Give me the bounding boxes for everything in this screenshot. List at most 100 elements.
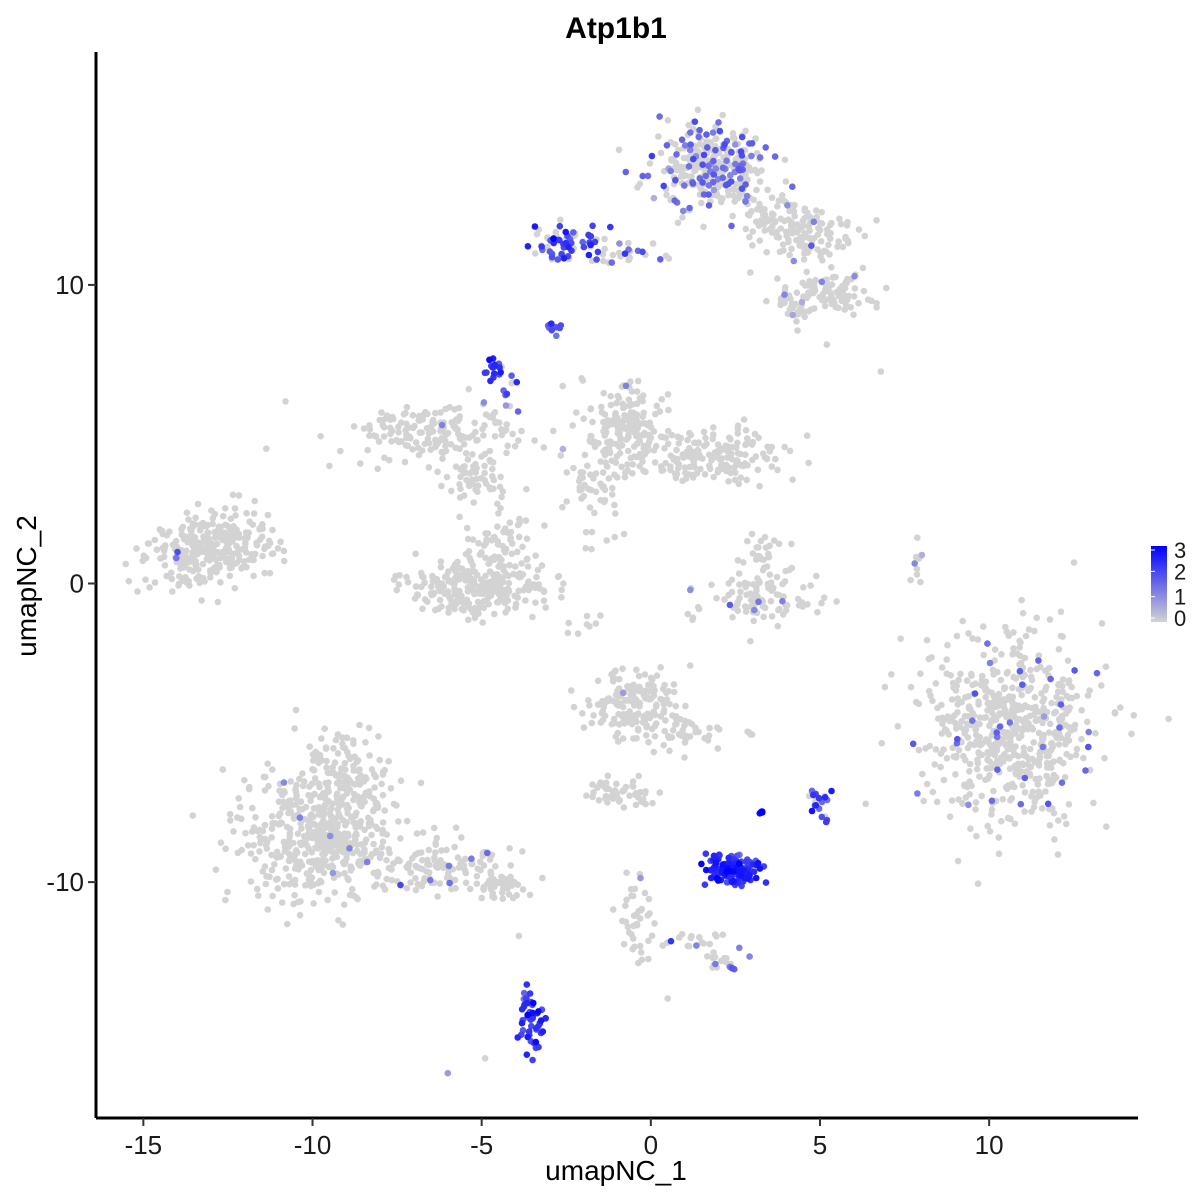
cell-point xyxy=(668,157,675,164)
cell-point xyxy=(615,146,623,154)
cell-point xyxy=(621,720,628,727)
cell-point xyxy=(388,427,396,435)
cell-point xyxy=(773,230,780,237)
cell-point xyxy=(217,579,224,586)
cell-point xyxy=(1057,701,1065,708)
cell-point xyxy=(331,889,339,896)
cell-point xyxy=(457,435,464,443)
cell-point xyxy=(728,964,736,972)
cell-point xyxy=(467,605,475,613)
cell-point xyxy=(1040,695,1048,703)
cell-point xyxy=(1046,747,1054,755)
cell-point xyxy=(419,416,427,423)
cell-point xyxy=(780,197,787,204)
cell-point xyxy=(381,807,389,814)
cell-point xyxy=(779,241,787,248)
cell-point xyxy=(263,445,270,453)
cell-point xyxy=(498,426,505,433)
cell-point xyxy=(224,888,231,896)
cell-point xyxy=(629,782,636,790)
cell-point xyxy=(502,570,510,578)
cell-point xyxy=(409,446,416,453)
cell-point xyxy=(1101,754,1108,762)
cell-point xyxy=(646,160,654,167)
cell-point xyxy=(991,646,999,653)
cell-point xyxy=(608,457,616,465)
cell-point xyxy=(397,777,405,784)
cell-point xyxy=(368,766,376,773)
cell-point xyxy=(956,723,964,730)
cell-point xyxy=(744,875,752,882)
cell-point xyxy=(1006,735,1014,742)
cell-point xyxy=(673,470,681,478)
x-tick-label: -10 xyxy=(294,1130,332,1160)
cell-point xyxy=(636,437,643,445)
cell-point xyxy=(685,121,692,129)
cell-point xyxy=(484,849,491,857)
cell-point xyxy=(460,441,468,448)
cell-point xyxy=(829,274,837,281)
cell-point xyxy=(820,290,827,297)
cell-point xyxy=(818,599,825,607)
cell-point xyxy=(768,443,776,451)
cell-point xyxy=(498,493,505,501)
cell-point xyxy=(429,428,437,435)
cell-point xyxy=(1009,704,1017,712)
cell-point xyxy=(721,596,728,603)
cell-point xyxy=(1052,774,1060,781)
cell-point xyxy=(257,839,264,847)
cell-point xyxy=(958,717,965,725)
cell-point xyxy=(766,542,773,550)
cell-point xyxy=(670,681,678,688)
cell-point xyxy=(297,841,305,849)
cell-point xyxy=(1046,616,1054,623)
cell-point xyxy=(1046,805,1053,813)
cell-point xyxy=(518,427,525,435)
cell-point xyxy=(694,106,702,114)
cell-point xyxy=(387,785,395,792)
cell-point xyxy=(636,683,643,691)
cell-point xyxy=(883,284,890,292)
cell-point xyxy=(1078,735,1085,743)
cell-point xyxy=(781,443,788,451)
cell-point xyxy=(688,932,695,940)
cell-point xyxy=(322,745,330,752)
cell-point xyxy=(1043,683,1050,691)
cell-point xyxy=(690,155,697,163)
cell-point xyxy=(669,727,677,734)
cell-point xyxy=(823,341,831,348)
cell-point xyxy=(374,873,381,880)
cell-point xyxy=(284,920,291,928)
cell-point xyxy=(219,529,226,537)
cell-point xyxy=(667,937,675,945)
cell-point xyxy=(1018,596,1025,604)
cell-point xyxy=(736,175,744,182)
cell-point xyxy=(743,435,751,442)
cell-point xyxy=(1016,667,1024,675)
cell-point xyxy=(805,307,813,315)
cell-point xyxy=(491,610,498,618)
cell-point xyxy=(605,417,613,425)
cell-point xyxy=(484,530,492,537)
cell-point xyxy=(751,430,759,438)
cell-point xyxy=(332,772,340,779)
cell-point xyxy=(665,255,673,262)
cell-point xyxy=(760,556,767,563)
y-tick-label: -10 xyxy=(46,867,84,897)
cell-point xyxy=(828,281,836,288)
cell-point xyxy=(808,242,815,249)
cell-point xyxy=(641,889,649,897)
cell-point xyxy=(734,430,742,437)
cell-point xyxy=(458,605,466,613)
cell-point xyxy=(241,534,249,542)
cell-point xyxy=(563,498,570,505)
cell-point xyxy=(673,446,680,454)
cell-point xyxy=(1039,743,1047,751)
cell-point xyxy=(850,293,858,300)
cell-point xyxy=(419,605,426,613)
cell-point xyxy=(909,740,917,748)
cell-point xyxy=(197,521,205,528)
cell-point xyxy=(310,820,318,828)
cell-point xyxy=(763,248,770,256)
cell-point xyxy=(704,953,711,960)
